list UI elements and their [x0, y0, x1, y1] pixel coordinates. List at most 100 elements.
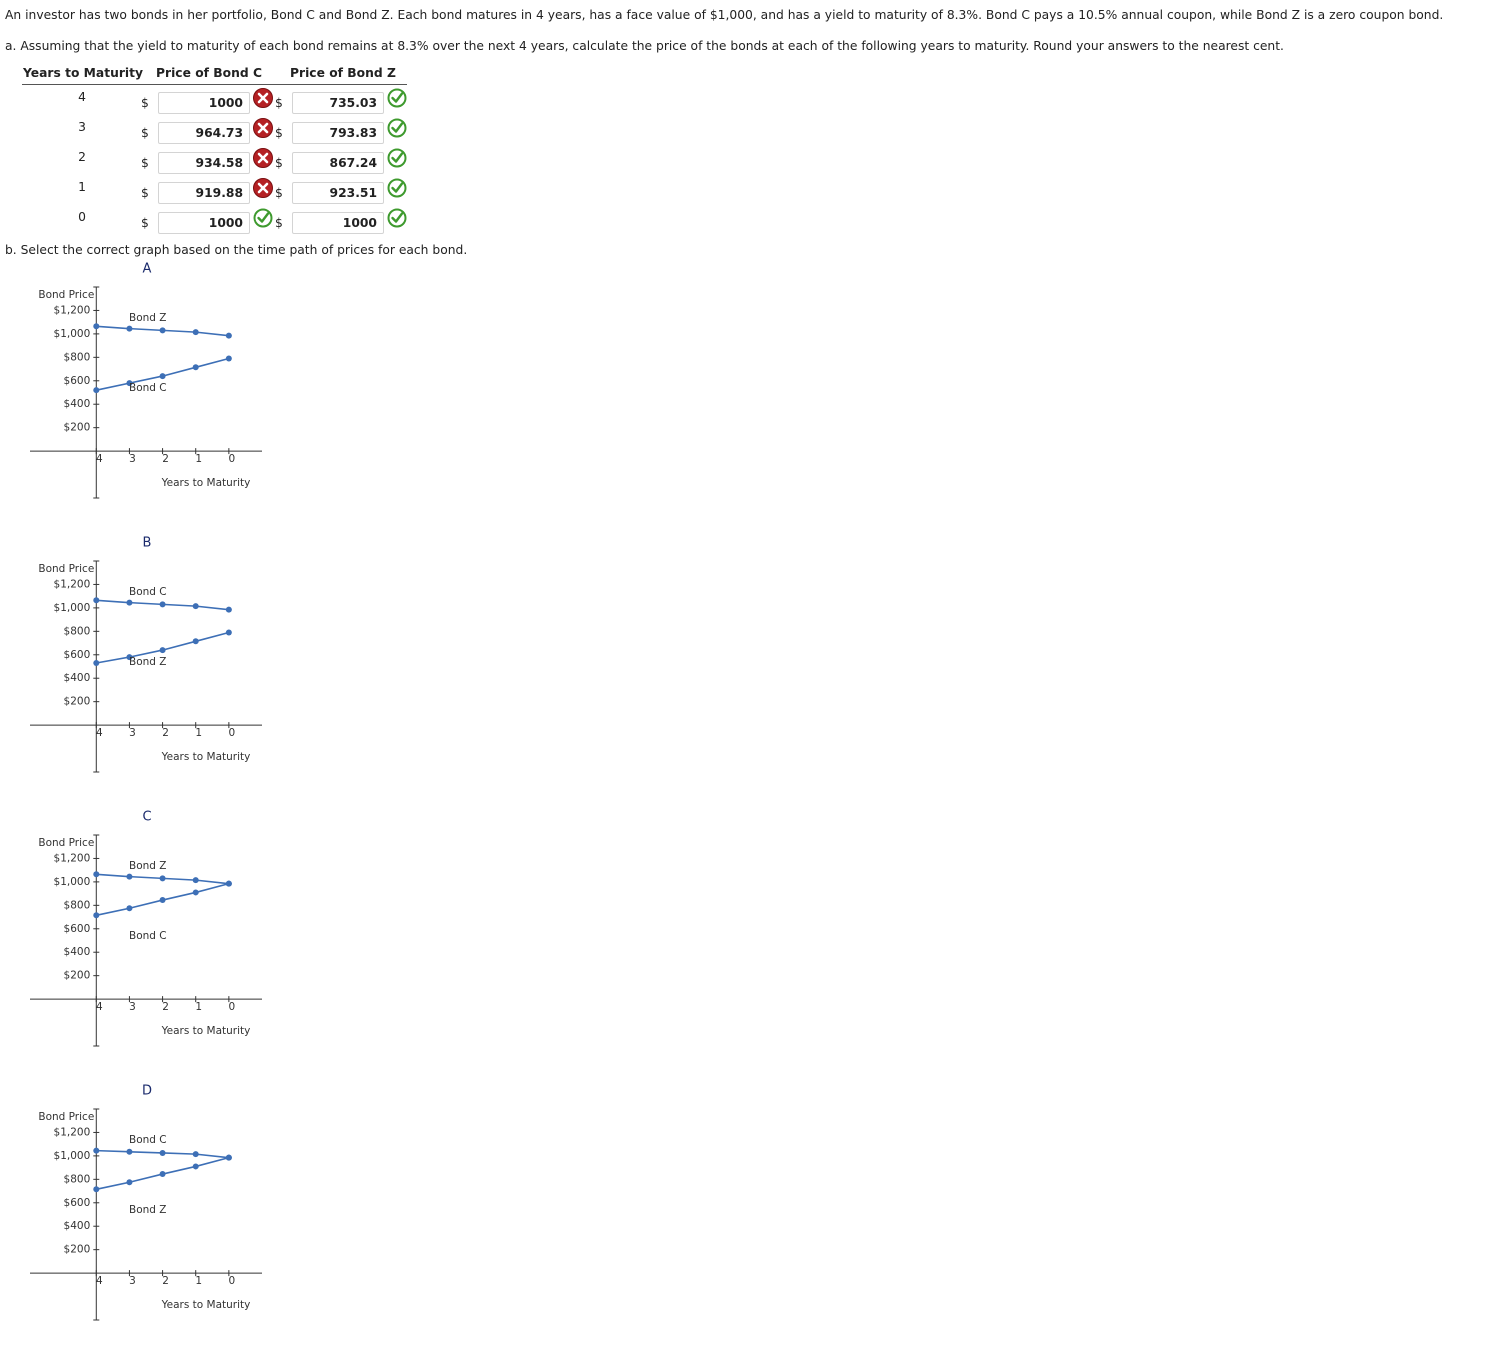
data-point — [126, 599, 133, 606]
incorrect-icon — [253, 178, 273, 198]
bond-c-input[interactable]: 1000 — [158, 92, 250, 114]
x-tick-label: 1 — [195, 727, 202, 739]
years-cell: 1 — [78, 180, 86, 194]
data-point — [126, 325, 133, 332]
data-point — [225, 606, 232, 613]
x-tick-label: 1 — [195, 453, 202, 465]
currency-sign: $ — [275, 96, 283, 110]
y-tick-label: $1,000 — [54, 876, 91, 888]
y-axis-label: Bond Price — [38, 1111, 94, 1123]
x-tick-label: 3 — [129, 453, 136, 465]
data-point — [126, 1148, 133, 1155]
series-label: Bond C — [129, 1134, 167, 1146]
years-cell: 4 — [78, 90, 86, 104]
currency-sign: $ — [141, 96, 149, 110]
years-cell: 0 — [78, 210, 86, 224]
x-tick-label: 2 — [162, 727, 169, 739]
data-point — [192, 603, 199, 610]
x-tick-label: 2 — [162, 1275, 169, 1287]
series-label: Bond Z — [129, 656, 166, 668]
y-tick-label: $1,000 — [54, 1150, 91, 1162]
data-point — [93, 1186, 100, 1193]
series-label: Bond Z — [129, 860, 166, 872]
table-header: Price of Bond C — [156, 66, 262, 80]
bond-c-input[interactable]: 964.73 — [158, 122, 250, 144]
bond-price-chart[interactable]: D Bond Price $1,200 $1,000 $800 $600 $400 $200 4… — [0, 1084, 300, 1356]
bond-z-input[interactable]: 867.24 — [292, 152, 384, 174]
y-tick-label: $200 — [64, 422, 91, 434]
y-tick-label: $800 — [64, 1173, 91, 1185]
data-point — [93, 597, 100, 604]
data-point — [126, 905, 133, 912]
y-tick-label: $1,200 — [54, 852, 91, 864]
x-tick-label: 0 — [229, 453, 236, 465]
chart-letter: B — [143, 536, 152, 551]
x-axis-label: Years to Maturity — [161, 1299, 251, 1311]
intro-text: An investor has two bonds in her portfol… — [5, 8, 1444, 22]
x-tick-label: 2 — [162, 1001, 169, 1013]
x-tick-label: 4 — [96, 1275, 103, 1287]
y-tick-label: $600 — [64, 1197, 91, 1209]
bond-price-chart[interactable]: C Bond Price $1,200 $1,000 $800 $600 $400 $200 4… — [0, 810, 300, 1082]
part-b-prompt: b. Select the correct graph based on the… — [5, 243, 468, 257]
bond-z-input[interactable]: 1000 — [292, 212, 384, 234]
data-point — [159, 1171, 166, 1178]
bond-z-input[interactable]: 923.51 — [292, 182, 384, 204]
data-point — [159, 875, 166, 882]
data-point — [225, 332, 232, 339]
x-axis-label: Years to Maturity — [161, 751, 251, 763]
chart-letter: C — [142, 810, 151, 825]
y-axis-label: Bond Price — [38, 563, 94, 575]
correct-icon — [387, 88, 407, 108]
data-point — [159, 373, 166, 380]
y-tick-label: $1,200 — [54, 578, 91, 590]
correct-icon — [387, 118, 407, 138]
data-point — [225, 880, 232, 887]
data-point — [126, 380, 133, 387]
y-axis-label: Bond Price — [38, 289, 94, 301]
data-point — [126, 654, 133, 661]
data-point — [93, 1147, 100, 1154]
data-point — [93, 912, 100, 919]
data-point — [126, 873, 133, 880]
bond-c-input[interactable]: 1000 — [158, 212, 250, 234]
y-tick-label: $600 — [64, 649, 91, 661]
series-label: Bond Z — [129, 1204, 166, 1216]
y-tick-label: $1,200 — [54, 1126, 91, 1138]
y-tick-label: $800 — [64, 625, 91, 637]
x-tick-label: 3 — [129, 1275, 136, 1287]
y-tick-label: $600 — [64, 923, 91, 935]
chart-letter: D — [142, 1084, 152, 1099]
data-point — [192, 1163, 199, 1170]
x-axis-label: Years to Maturity — [161, 477, 251, 489]
bond-z-input[interactable]: 735.03 — [292, 92, 384, 114]
data-point — [126, 1179, 133, 1186]
x-tick-label: 4 — [96, 727, 103, 739]
bond-price-chart[interactable]: A Bond Price $1,200 $1,000 $800 $600 $400 $200 4… — [0, 262, 300, 534]
data-point — [159, 601, 166, 608]
bond-c-input[interactable]: 919.88 — [158, 182, 250, 204]
data-point — [93, 323, 100, 330]
data-point — [192, 877, 199, 884]
data-point — [225, 355, 232, 362]
correct-icon — [387, 148, 407, 168]
x-tick-label: 3 — [129, 1001, 136, 1013]
table-header: Years to Maturity — [23, 66, 144, 80]
data-point — [225, 1154, 232, 1161]
years-cell: 2 — [78, 150, 86, 164]
correct-icon — [387, 208, 407, 228]
bond-price-chart[interactable]: B Bond Price $1,200 $1,000 $800 $600 $400 $200 4… — [0, 536, 300, 808]
y-tick-label: $400 — [64, 398, 91, 410]
table-header: Price of Bond Z — [290, 66, 396, 80]
y-tick-label: $200 — [64, 696, 91, 708]
bond-z-input[interactable]: 793.83 — [292, 122, 384, 144]
bond-c-input[interactable]: 934.58 — [158, 152, 250, 174]
data-point — [93, 871, 100, 878]
x-tick-label: 0 — [229, 1275, 236, 1287]
y-tick-label: $200 — [64, 970, 91, 982]
data-point — [192, 1151, 199, 1158]
currency-sign: $ — [275, 156, 283, 170]
data-point — [192, 638, 199, 645]
x-tick-label: 1 — [195, 1001, 202, 1013]
currency-sign: $ — [141, 126, 149, 140]
